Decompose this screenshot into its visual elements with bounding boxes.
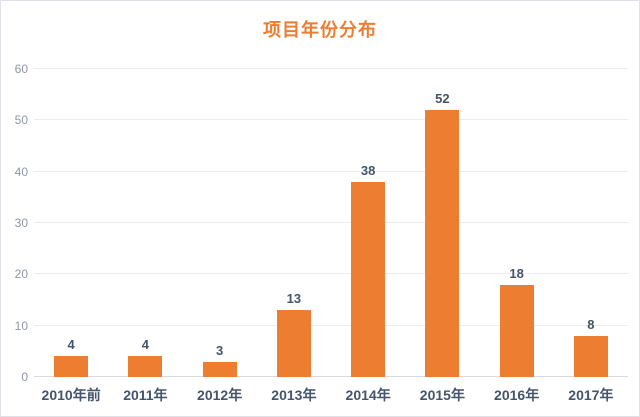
x-axis-category-label: 2017年: [568, 387, 614, 403]
bar-value-label: 4: [67, 337, 75, 353]
category-slot: 3 2012年: [183, 69, 257, 403]
bar-value-label: 13: [286, 291, 302, 307]
gridline: [34, 222, 628, 223]
x-axis-category-label: 2015年: [419, 387, 465, 403]
gridline: [34, 170, 628, 172]
x-axis-category-label: 2011年: [123, 387, 168, 403]
category-slot: 18 2016年: [480, 69, 554, 403]
x-axis-category-label: 2010年前: [41, 387, 101, 403]
y-tick-label: 40: [14, 164, 28, 179]
category-slot: 4 2011年: [108, 69, 182, 403]
bars-container: 4 2010年前 4 2011年 3 2012年 13 2013年 38 2014年 52 2015年…: [34, 69, 628, 403]
bar: [351, 181, 386, 377]
chart-title: 项目年份分布: [263, 20, 377, 40]
bar-value-label: 52: [435, 91, 450, 107]
y-tick-label: 30: [14, 216, 28, 230]
y-tick-label: 20: [14, 267, 28, 282]
bar: [54, 356, 89, 377]
bar: [499, 284, 534, 377]
gridline: [34, 324, 628, 326]
bar: [573, 335, 608, 377]
plot-area: 0 10 20 30 40 50 60 4 2010年前 4 2011年 3 2012年 13 2013年…: [15, 63, 628, 403]
x-axis-baseline: [34, 376, 628, 377]
category-slot: 52 2015年: [405, 69, 479, 403]
category-slot: 4 2010年前: [34, 69, 108, 403]
bar-value-label: 18: [509, 265, 524, 281]
bar: [202, 361, 237, 377]
y-tick-label: 50: [14, 113, 28, 128]
bar-value-label: 4: [141, 337, 149, 353]
category-slot: 8 2017年: [554, 69, 628, 403]
bar: [425, 110, 460, 377]
category-slot: 13 2013年: [257, 69, 331, 403]
x-axis-category-label: 2013年: [271, 387, 317, 403]
bar-value-label: 38: [360, 162, 376, 178]
gridline: [34, 273, 628, 275]
bar: [128, 356, 163, 377]
bar-value-label: 3: [216, 342, 224, 358]
y-tick-label: 10: [14, 318, 28, 333]
x-axis-category-label: 2014年: [345, 387, 391, 403]
gridline: [34, 68, 628, 69]
y-tick-label: 0: [21, 370, 28, 384]
y-tick-label: 60: [14, 62, 28, 76]
x-axis-category-label: 2016年: [494, 387, 540, 403]
gridline: [34, 119, 628, 121]
category-slot: 38 2014年: [331, 69, 405, 403]
bar-value-label: 8: [587, 316, 595, 332]
bar: [276, 310, 311, 377]
x-axis-category-label: 2012年: [197, 387, 243, 403]
